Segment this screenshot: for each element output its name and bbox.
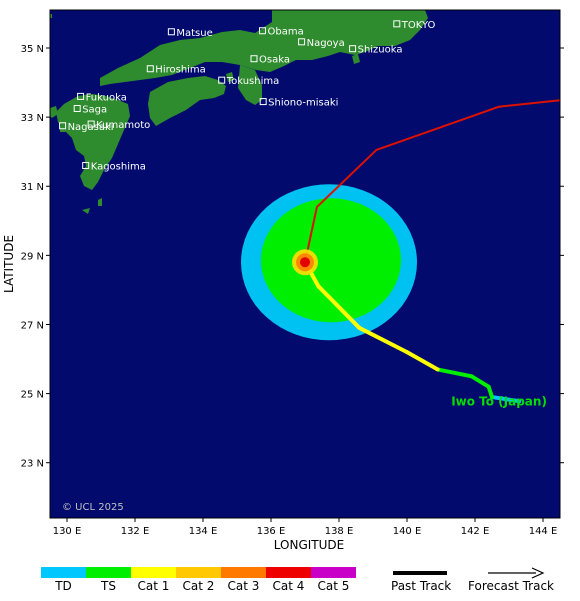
legend-swatch — [266, 567, 311, 578]
legend-label: TD — [54, 579, 72, 593]
x-tick-label: 134 E — [189, 526, 218, 537]
plot-frame — [49, 9, 561, 519]
kii-peninsula — [238, 65, 262, 105]
wind-field — [241, 184, 417, 341]
center-core — [300, 257, 310, 268]
small-island — [82, 208, 90, 214]
forecast-track-label: Forecast Track — [468, 579, 554, 593]
place-label: Kumamoto — [96, 120, 150, 131]
honshu-island — [100, 10, 428, 86]
place-marker — [250, 55, 258, 63]
past-track-label: Past Track — [391, 579, 451, 593]
legend-swatch — [311, 567, 356, 578]
place-marker — [146, 65, 154, 73]
island-annotation: Iwo To (Japan) — [451, 395, 547, 409]
izu-island — [352, 54, 360, 64]
past-track-segment — [490, 395, 522, 404]
legend-swatch — [176, 567, 221, 578]
past-track-segment — [405, 350, 440, 372]
place-label: Shiono-misaki — [268, 98, 338, 109]
place-marker — [87, 120, 95, 128]
legend-swatch — [86, 567, 131, 578]
past-track-segment — [435, 367, 474, 379]
place-marker — [73, 104, 81, 112]
x-axis-title: LONGITUDE — [274, 538, 344, 552]
y-tick-label: 23 N — [21, 459, 44, 470]
past-track-segment — [357, 325, 409, 355]
past-track — [303, 260, 522, 404]
copyright-text: © UCL 2025 — [62, 502, 124, 513]
place-labels: Matsue Obama TOKYO Nagoya Shizuoka Hiroshima O… — [59, 20, 436, 173]
y-tick-label: 31 N — [21, 182, 44, 193]
place-marker — [259, 98, 267, 106]
shikoku-island — [148, 76, 226, 126]
place-label: Saga — [82, 104, 107, 115]
y-axis-title: LATITUDE — [2, 235, 16, 293]
legend-label: Cat 1 — [138, 579, 170, 593]
place-marker — [393, 20, 401, 28]
y-tick-label: 33 N — [21, 113, 44, 124]
place-marker — [167, 28, 175, 36]
place-marker — [82, 162, 90, 170]
x-tick-label: 144 E — [529, 526, 558, 537]
y-tick-label: 35 N — [21, 44, 44, 55]
y-axis-ticks: 23 N 25 N 27 N 29 N 31 N 33 N 35 N — [21, 44, 564, 470]
awaji-island — [226, 72, 234, 82]
place-label: TOKYO — [401, 20, 436, 31]
forecast-track — [304, 99, 560, 263]
legend-label: Cat 4 — [273, 579, 305, 593]
x-tick-label: 136 E — [257, 526, 286, 537]
place-label: Fukuoka — [86, 92, 127, 103]
legend-swatch — [41, 567, 86, 578]
legend-label: Cat 3 — [228, 579, 260, 593]
small-island — [98, 198, 102, 206]
goto-islands — [50, 106, 58, 118]
place-marker — [298, 38, 306, 46]
storm-center-marker — [292, 249, 318, 276]
place-label: Osaka — [259, 55, 290, 66]
forecast-arrow-icon — [531, 567, 545, 579]
legend-label: Cat 2 — [183, 579, 215, 593]
x-tick-label: 130 E — [53, 526, 82, 537]
place-label: Tokushima — [226, 76, 280, 87]
legend-swatch — [131, 567, 176, 578]
place-marker — [59, 122, 67, 130]
forecast-track-line — [304, 99, 560, 263]
legend-swatch — [221, 567, 266, 578]
wind-field-inner — [261, 198, 401, 323]
place-marker — [77, 92, 85, 100]
legend-label: TS — [100, 579, 116, 593]
past-track-segment — [316, 284, 362, 330]
kyushu-island — [56, 94, 130, 190]
place-label: Obama — [268, 27, 304, 38]
place-marker — [259, 27, 266, 35]
place-label: Nagoya — [307, 38, 345, 49]
x-tick-label: 138 E — [325, 526, 354, 537]
x-axis-ticks: 130 E 132 E 134 E 136 E 138 E 140 E 142 E 144 E — [53, 518, 558, 537]
place-label: Matsue — [176, 28, 212, 39]
x-tick-label: 140 E — [393, 526, 422, 537]
land-masses — [50, 10, 428, 214]
place-label: Shizuoka — [358, 45, 403, 56]
legend: TD TS Cat 1 Cat 2 Cat 3 Cat 4 Cat 5 Past Track… — [41, 567, 554, 593]
place-label: Hiroshima — [155, 65, 206, 76]
category-legend: TD TS Cat 1 Cat 2 Cat 3 Cat 4 Cat 5 — [41, 567, 356, 593]
place-marker — [218, 76, 226, 84]
place-label: Kagoshima — [91, 162, 146, 173]
y-tick-label: 27 N — [21, 320, 44, 331]
small-island — [60, 124, 66, 132]
x-tick-label: 132 E — [121, 526, 150, 537]
y-tick-label: 25 N — [21, 390, 44, 401]
y-tick-label: 29 N — [21, 251, 44, 262]
past-track-segment — [469, 374, 491, 389]
place-marker — [349, 45, 357, 53]
legend-label: Cat 5 — [318, 579, 350, 593]
x-tick-label: 142 E — [461, 526, 490, 537]
